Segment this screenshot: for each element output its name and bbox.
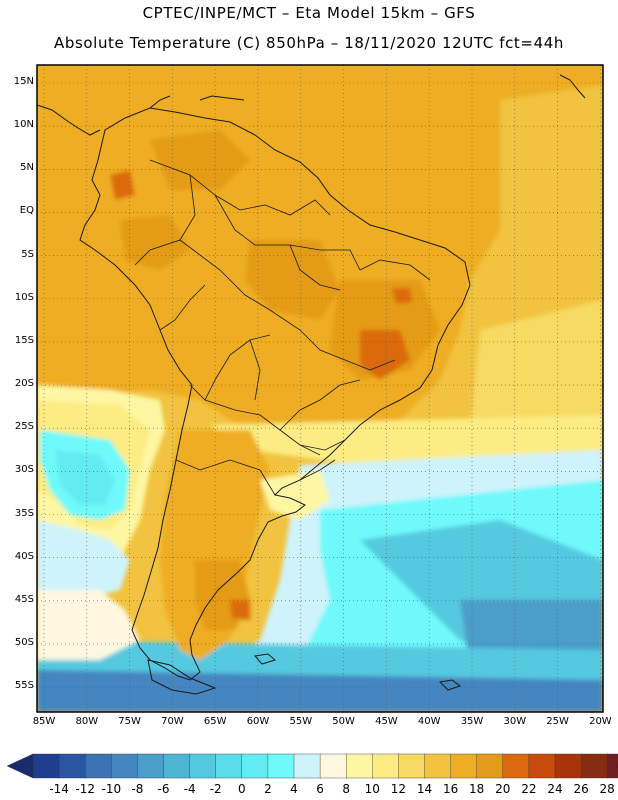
colorbar-tick-label: 20 xyxy=(495,782,511,796)
colorbar-tick-label: -14 xyxy=(49,782,69,796)
lon-label: 25W xyxy=(546,716,569,727)
colorbar-segment xyxy=(319,753,347,779)
lon-label: 20W xyxy=(589,716,612,727)
lon-label: 35W xyxy=(460,716,484,727)
colorbar-tick-label: 16 xyxy=(442,782,459,796)
colorbar-tick-label: 4 xyxy=(290,782,298,796)
lon-label: 30W xyxy=(503,716,527,727)
colorbar-segment xyxy=(215,753,243,779)
lon-label: 40W xyxy=(417,716,441,727)
colorbar-segment xyxy=(111,753,139,779)
colorbar-segment xyxy=(293,753,321,779)
colorbar-tick-label: 12 xyxy=(390,782,407,796)
colorbar-segment xyxy=(554,753,582,779)
colorbar-segment xyxy=(137,753,165,779)
lat-label: 35S xyxy=(14,507,34,519)
colorbar-tick-label: 2 xyxy=(264,782,272,796)
lat-label: 10N xyxy=(13,119,34,131)
colorbar-tick-label: 10 xyxy=(364,782,380,796)
colorbar-extend-high xyxy=(613,763,618,769)
colorbar-segment xyxy=(267,753,295,779)
lon-label: 80W xyxy=(75,716,99,727)
colorbar-tick-label: -10 xyxy=(101,782,122,796)
colorbar-segment xyxy=(476,753,504,779)
colorbar-segment xyxy=(607,753,618,779)
colorbar-segment xyxy=(398,753,426,779)
colorbar-tick-label: 0 xyxy=(237,782,246,796)
temperature-field xyxy=(37,65,603,712)
lon-label: 60W xyxy=(246,716,270,727)
colorbar-tick-label: -4 xyxy=(183,782,196,796)
lat-label: 15S xyxy=(14,334,34,346)
lon-label: 70W xyxy=(161,716,184,727)
colorbar-segment xyxy=(241,753,269,779)
lat-label: 55S xyxy=(14,680,34,692)
colorbar-segment xyxy=(372,753,400,779)
lat-label: 40S xyxy=(14,550,34,562)
colorbar-tick-label: 8 xyxy=(342,782,350,796)
colorbar-tick-label: -8 xyxy=(131,782,144,796)
colorbar-tick-label: -6 xyxy=(157,782,170,796)
colorbar-tick-label: 28 xyxy=(599,782,615,796)
colorbar-segment xyxy=(58,753,86,779)
lat-label: 25S xyxy=(14,421,34,433)
colorbar-tick-label: 6 xyxy=(316,782,324,796)
lon-label: 50W xyxy=(332,716,355,727)
lon-label: 85W xyxy=(32,716,56,727)
lat-label: 5N xyxy=(20,162,34,174)
lat-label: 30S xyxy=(14,464,34,476)
colorbar-tick-label: 18 xyxy=(469,782,485,796)
map-frame xyxy=(36,64,604,713)
colorbar-segment xyxy=(84,753,112,779)
colorbar-segment xyxy=(502,753,530,779)
title-line-2: Absolute Temperature (C) 850hPa – 18/11/… xyxy=(54,34,564,52)
colorbar-tick-label: -2 xyxy=(209,782,222,796)
coastlines xyxy=(37,74,586,695)
colorbar-segment xyxy=(32,753,60,779)
colorbar-segment xyxy=(528,753,556,779)
colorbar xyxy=(6,753,618,779)
lat-label: 20S xyxy=(14,378,34,390)
colorbar-tick-label: 14 xyxy=(416,782,433,796)
lat-label: 50S xyxy=(14,636,34,648)
colorbar-segment xyxy=(163,753,191,779)
colorbar-tick-label: 22 xyxy=(521,782,537,796)
lat-label: 10S xyxy=(14,291,34,303)
colorbar-segment xyxy=(450,753,478,779)
lat-label: 15N xyxy=(13,76,34,87)
colorbar-segment xyxy=(424,753,452,779)
lon-label: 75W xyxy=(118,716,141,727)
lat-label: 5S xyxy=(21,248,34,260)
lon-label: 45W xyxy=(375,716,398,727)
political-borders xyxy=(134,159,431,496)
colorbar-tick-label: 24 xyxy=(547,782,563,796)
colorbar-segment xyxy=(580,753,608,779)
lat-label: EQ xyxy=(19,205,34,217)
lon-label: 55W xyxy=(289,716,313,727)
title-line-1: CPTEC/INPE/MCT – Eta Model 15km – GFS xyxy=(142,4,476,22)
lon-label: 65W xyxy=(203,716,227,727)
colorbar-tick-label: -12 xyxy=(75,782,95,796)
colorbar-extend-low xyxy=(6,753,34,779)
colorbar-segment xyxy=(346,753,374,779)
colorbar-segment xyxy=(189,753,217,779)
colorbar-tick-label: 26 xyxy=(573,782,589,796)
lat-label: 45S xyxy=(14,593,34,605)
